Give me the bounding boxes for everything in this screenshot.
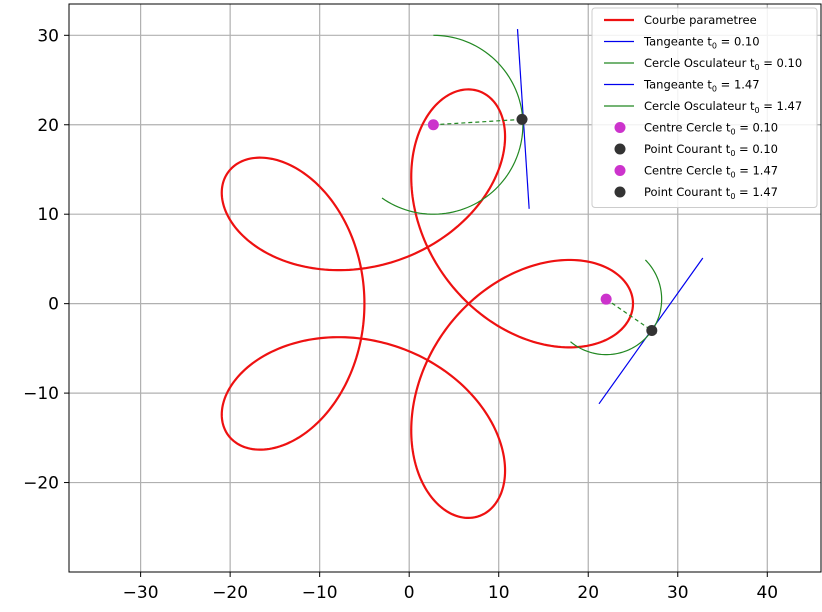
- legend-label-subscript: 0: [730, 149, 735, 158]
- legend-label-main: Cercle Osculateur t: [644, 99, 755, 113]
- x-tick-label: −30: [123, 583, 159, 603]
- legend-label-value: = 0.10: [735, 142, 778, 156]
- current-point: [516, 113, 528, 125]
- legend-label-main: Tangeante t: [643, 35, 712, 49]
- y-tick-label: 30: [37, 26, 59, 46]
- legend-entry-label: Tangeante t0 = 0.10: [643, 35, 760, 51]
- plot-frame: [68, 3, 822, 573]
- x-tick-label: 0: [404, 583, 415, 603]
- legend-entry-label: Point Courant t0 = 1.47: [644, 185, 778, 201]
- legend-label-subscript: 0: [730, 128, 735, 137]
- legend-entry-label: Tangeante t0 = 1.47: [643, 78, 760, 94]
- legend-label-main: Point Courant t: [644, 142, 731, 156]
- x-tick-label: 40: [756, 583, 778, 603]
- y-tick-label: 20: [37, 116, 59, 136]
- osculating-circle-arc: [570, 259, 663, 356]
- radius-dashed-line: [433, 118, 523, 126]
- legend-entry-label: Cercle Osculateur t0 = 0.10: [644, 56, 802, 72]
- y-tick-label: −10: [23, 384, 59, 404]
- legend-marker-dot: [614, 122, 626, 133]
- legend-label-value: = 0.10: [736, 121, 779, 135]
- circle-center-point: [600, 293, 612, 305]
- osculating-circle-arc: [381, 34, 524, 215]
- legend-label-main: Centre Cercle t: [644, 121, 731, 135]
- legend-label-subscript: 0: [730, 192, 735, 201]
- legend-label-main: Point Courant t: [644, 185, 731, 199]
- x-tick-label: 20: [577, 583, 599, 603]
- legend-label-subscript: 0: [730, 171, 735, 180]
- legend-entry-label: Cercle Osculateur t0 = 1.47: [644, 99, 802, 115]
- legend-label-main: Cercle Osculateur t: [644, 56, 755, 70]
- legend-label-value: = 1.47: [717, 78, 760, 92]
- legend-entry-label: Centre Cercle t0 = 0.10: [644, 121, 778, 137]
- legend-label-main: Centre Cercle t: [644, 164, 731, 178]
- y-tick-label: 0: [48, 295, 59, 315]
- x-tick-label: −10: [302, 583, 338, 603]
- legend-label-value: = 1.47: [760, 99, 803, 113]
- legend-marker-dot: [614, 186, 626, 198]
- legend-label-value: = 0.10: [717, 35, 760, 49]
- legend-label-value: = 0.10: [760, 56, 803, 70]
- legend-label-subscript: 0: [712, 85, 717, 94]
- legend-marker-dot: [614, 143, 626, 155]
- legend-label-main: Courbe parametree: [644, 13, 757, 27]
- legend-label-subscript: 0: [755, 63, 760, 72]
- legend-label-value: = 1.47: [736, 164, 779, 178]
- legend-label-subscript: 0: [755, 106, 760, 115]
- data-layer: [220, 29, 704, 520]
- axis-ticks: −30 −20 −10 0 10 20 30 40 −20 −10 0 10 20 30: [23, 26, 778, 603]
- circle-center-point: [427, 119, 439, 131]
- x-tick-label: 10: [488, 583, 510, 603]
- legend-entry-label: Courbe parametree: [644, 13, 757, 27]
- legend-label-value: = 1.47: [735, 185, 778, 199]
- x-tick-label: −20: [212, 583, 248, 603]
- parametric-curve: [220, 88, 635, 520]
- legend-label-main: Tangeante t: [643, 78, 712, 92]
- x-tick-label: 30: [667, 583, 689, 603]
- radius-dashed-line: [605, 298, 653, 331]
- y-tick-label: −20: [23, 474, 59, 494]
- current-point: [646, 324, 658, 336]
- y-tick-label: 10: [37, 205, 59, 225]
- legend-box: [591, 7, 818, 208]
- legend-marker-dot: [614, 165, 626, 176]
- legend-label-subscript: 0: [712, 42, 717, 51]
- legend-entry-label: Point Courant t0 = 0.10: [644, 142, 778, 158]
- legend-entry-label: Centre Cercle t0 = 1.47: [644, 164, 778, 180]
